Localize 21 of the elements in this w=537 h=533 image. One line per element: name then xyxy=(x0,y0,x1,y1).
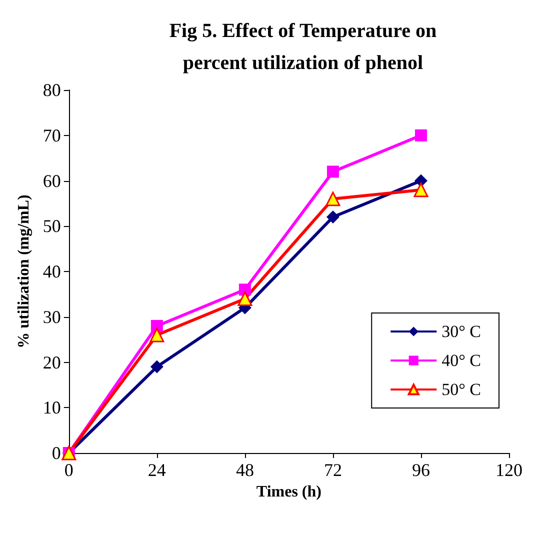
y-tick-label: 20 xyxy=(42,352,61,372)
y-axis-title: % utilization (mg/mL) xyxy=(16,194,32,348)
y-tick-label: 80 xyxy=(42,80,61,100)
x-tick-label: 0 xyxy=(64,460,74,480)
legend-label: 40° C xyxy=(442,351,482,370)
x-axis-title: Times (h) xyxy=(256,483,322,500)
y-tick-label: 70 xyxy=(42,125,61,146)
y-tick-label: 50 xyxy=(42,216,61,236)
legend-label: 50° C xyxy=(442,380,482,399)
y-tick-label: 0 xyxy=(52,443,61,463)
chart-title: Fig 5. Effect of Temperature on percent utilization of phenol xyxy=(169,20,437,74)
legend-label: 30° C xyxy=(442,322,482,341)
x-tick-label: 24 xyxy=(148,460,166,480)
y-tick-label: 60 xyxy=(42,170,61,191)
y-tick-label: 30 xyxy=(42,306,61,327)
y-tick-label: 10 xyxy=(42,398,61,418)
x-tick-label: 48 xyxy=(236,460,254,480)
y-tick-label: 40 xyxy=(42,262,61,282)
x-tick-label: 120 xyxy=(496,460,522,480)
x-tick-label: 72 xyxy=(324,460,342,480)
x-tick-label: 96 xyxy=(412,460,430,480)
